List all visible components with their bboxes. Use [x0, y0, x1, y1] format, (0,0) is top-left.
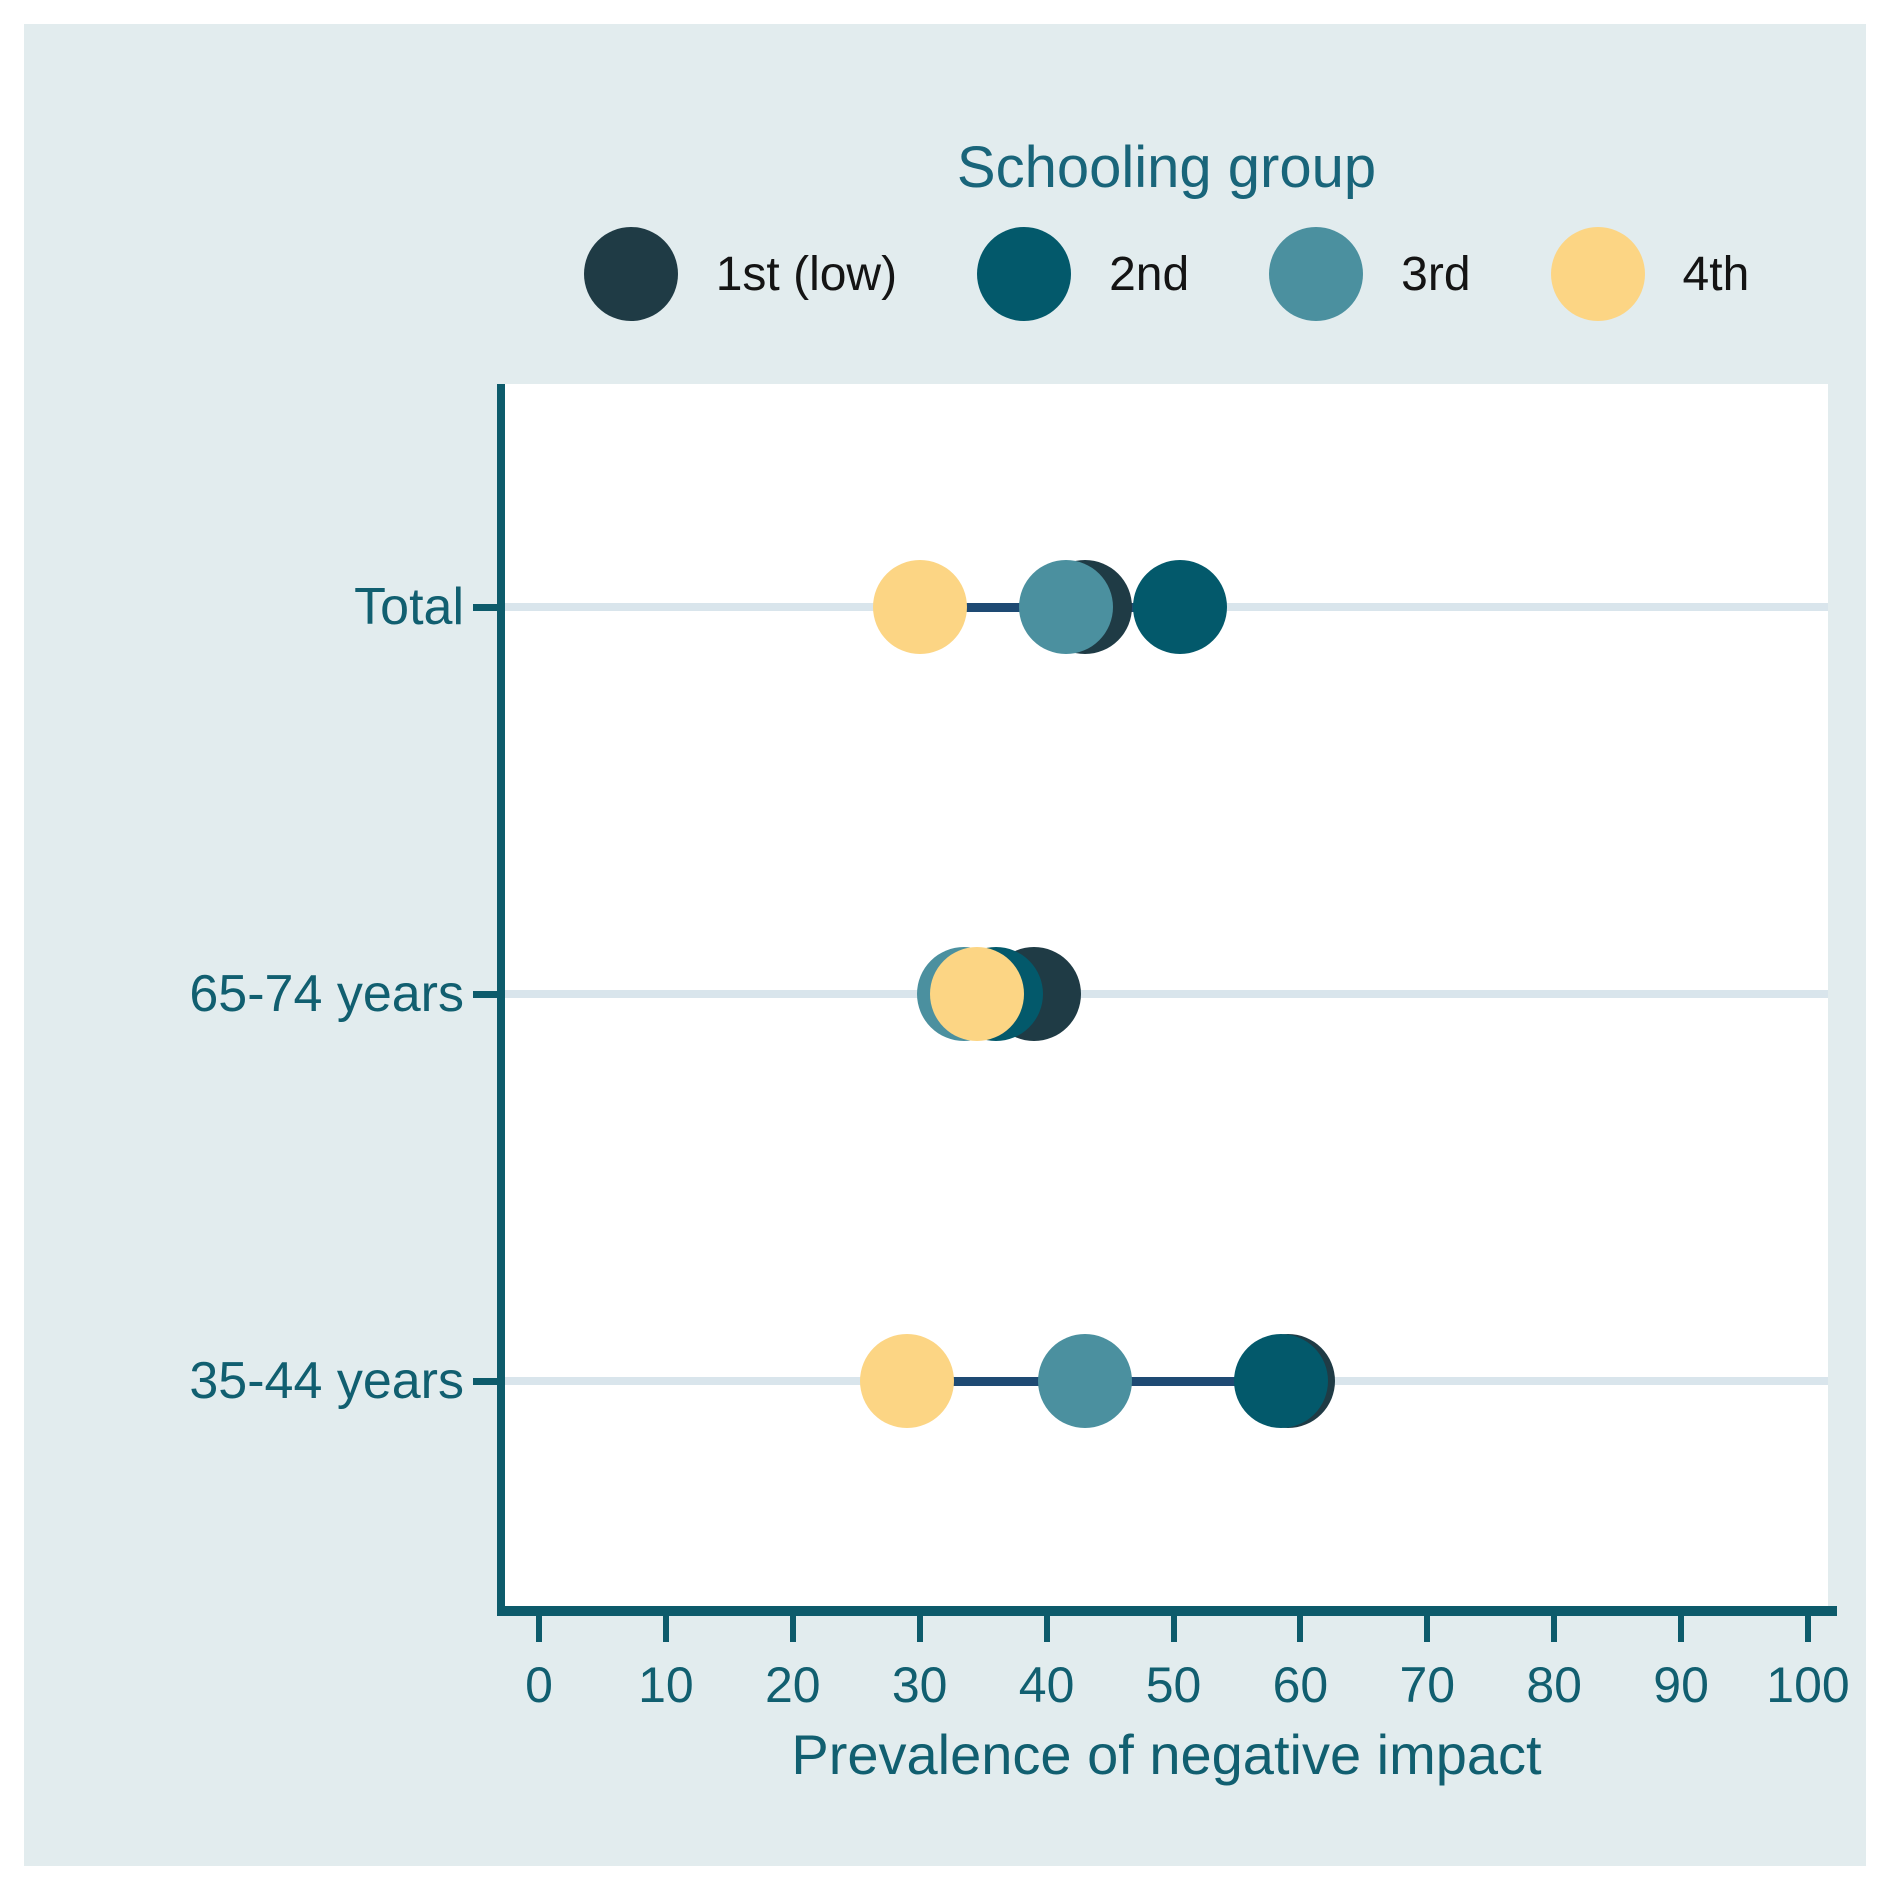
x-tick-50 — [1170, 1616, 1177, 1642]
x-tick-40 — [1043, 1616, 1050, 1642]
legend-items: 1st (low) 2nd 3rd 4th — [505, 227, 1828, 321]
legend-item-2nd: 2nd — [977, 227, 1189, 321]
category-label-2: 35-44 years — [189, 1352, 464, 1410]
legend-item-label: 1st (low) — [715, 247, 898, 301]
y-tick-1 — [473, 991, 497, 998]
dot-3rd-row0 — [1018, 560, 1113, 654]
x-tick-label-70: 70 — [1399, 1657, 1456, 1713]
x-axis-line — [497, 1606, 1837, 1616]
legend-item-label: 2nd — [1109, 247, 1190, 301]
legend-dot-icon — [583, 227, 678, 321]
dot-4th-row0 — [872, 560, 967, 654]
x-tick-label-10: 10 — [638, 1657, 694, 1713]
x-tick-30 — [916, 1616, 923, 1642]
legend: Schooling group 1st (low) 2nd 3rd 4th — [505, 134, 1828, 321]
legend-item-4th: 4th — [1550, 227, 1750, 321]
dot-2nd-row0 — [1132, 560, 1227, 654]
legend-dot-icon — [977, 227, 1072, 321]
x-tick-100 — [1805, 1616, 1811, 1642]
x-tick-90 — [1678, 1616, 1685, 1642]
x-tick-20 — [789, 1616, 796, 1642]
dot-4th-row2 — [860, 1334, 954, 1428]
legend-item-label: 3rd — [1401, 247, 1471, 301]
x-tick-label-40: 40 — [1018, 1657, 1075, 1713]
x-tick-label-0: 0 — [525, 1657, 553, 1713]
x-axis-title: Prevalence of negative impact — [791, 1723, 1542, 1786]
legend-item-3rd: 3rd — [1269, 227, 1471, 321]
legend-item-label: 4th — [1682, 247, 1750, 301]
category-label-1: 65-74 years — [189, 965, 464, 1023]
figure-background-panel: Schooling group 1st (low) 2nd 3rd 4th Total… — [24, 24, 1866, 1866]
x-tick-80 — [1551, 1616, 1558, 1642]
x-tick-label-100: 100 — [1766, 1657, 1850, 1713]
y-axis-line — [497, 384, 505, 1616]
category-label-0: Total — [354, 578, 464, 636]
x-tick-label-80: 80 — [1526, 1657, 1582, 1713]
dot-4th-row1 — [929, 947, 1024, 1041]
x-tick-0 — [536, 1616, 542, 1642]
x-tick-label-90: 90 — [1653, 1657, 1709, 1713]
legend-title: Schooling group — [956, 135, 1377, 200]
dot-2nd-row2 — [1234, 1334, 1329, 1428]
x-tick-70 — [1424, 1616, 1431, 1642]
y-tick-2 — [473, 1378, 497, 1385]
plot-area — [505, 384, 1828, 1606]
gridline-1 — [505, 990, 1828, 998]
x-tick-label-20: 20 — [764, 1657, 821, 1713]
dot-3rd-row2 — [1037, 1334, 1132, 1428]
x-tick-label-60: 60 — [1272, 1657, 1329, 1713]
x-tick-60 — [1297, 1616, 1304, 1642]
legend-dot-icon — [1550, 227, 1645, 321]
x-tick-label-30: 30 — [891, 1657, 948, 1713]
x-tick-10 — [662, 1616, 669, 1642]
legend-item-1st-low-: 1st (low) — [583, 227, 898, 321]
y-tick-0 — [473, 604, 497, 611]
legend-dot-icon — [1269, 227, 1364, 321]
x-tick-label-50: 50 — [1145, 1657, 1202, 1713]
